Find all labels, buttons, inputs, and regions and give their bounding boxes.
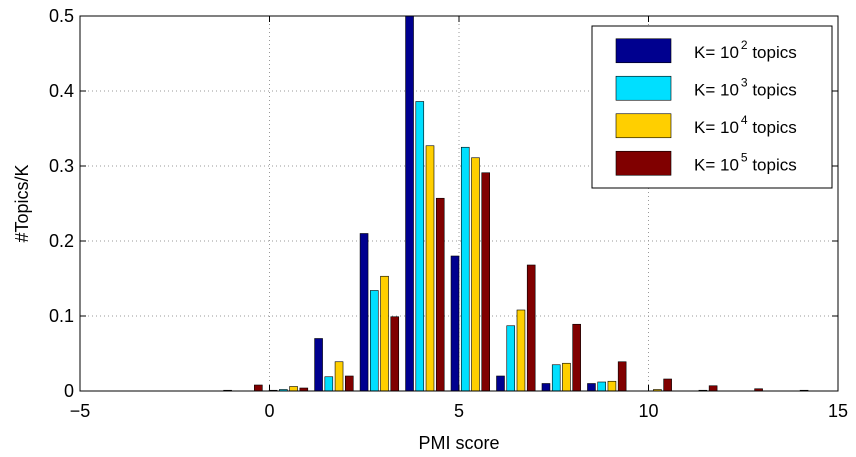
bar: [359, 233, 369, 392]
y-tick-label: 0.3: [49, 156, 74, 176]
legend-label-exponent: 5: [741, 150, 748, 164]
legend-label-suffix: topics: [748, 118, 797, 137]
legend-label-exponent: 2: [741, 38, 748, 52]
legend-label: K= 10 2 topics: [694, 38, 797, 62]
bar: [344, 375, 354, 392]
y-tick-label: 0.1: [49, 306, 74, 326]
bar: [496, 375, 505, 392]
x-tick-label: 10: [638, 401, 658, 421]
y-axis-label: #Topics/K: [12, 164, 32, 242]
bar: [481, 172, 490, 392]
x-tick-label: 0: [264, 401, 274, 421]
bar-group: [496, 264, 536, 392]
bar: [587, 383, 596, 392]
legend-swatch: [615, 38, 672, 64]
y-tick-label: 0.4: [49, 81, 74, 101]
bar: [324, 376, 334, 392]
bar-group: [359, 233, 400, 392]
bar: [435, 197, 445, 392]
legend-label-exponent: 4: [741, 113, 748, 127]
bar: [390, 316, 400, 392]
bar: [415, 101, 425, 392]
bar: [380, 275, 389, 392]
bar: [405, 15, 414, 392]
bar: [450, 255, 460, 392]
legend-label-exponent: 3: [741, 75, 748, 89]
bar: [562, 362, 571, 392]
bar: [254, 384, 263, 392]
bar: [607, 380, 617, 392]
bar: [471, 157, 480, 392]
x-tick-label: 15: [828, 401, 848, 421]
bar: [617, 361, 627, 392]
tick-marks: [79, 15, 839, 392]
bar: [541, 383, 551, 392]
legend-label: K= 10 5 topics: [694, 150, 797, 174]
bar: [551, 364, 561, 392]
bar: [289, 386, 298, 392]
y-tick-label: 0.2: [49, 231, 74, 251]
bar: [663, 378, 672, 392]
legend-swatch: [615, 113, 672, 139]
legend-label: K= 10 3 topics: [694, 75, 797, 99]
legend-label-base: K= 10: [694, 155, 739, 174]
legend-label-base: K= 10: [694, 43, 739, 62]
legend-label-base: K= 10: [694, 80, 739, 99]
y-tick-label: 0.5: [49, 6, 74, 26]
legend-label: K= 10 4 topics: [694, 113, 797, 137]
legend-entry: K= 10 3 topics: [615, 75, 797, 101]
bar: [572, 323, 581, 392]
bar: [506, 325, 516, 392]
bar: [425, 145, 435, 392]
x-tick-label: 5: [454, 401, 464, 421]
x-axis-label: PMI score: [418, 433, 499, 453]
x-tick-label: −5: [70, 401, 91, 421]
legend-label-suffix: topics: [748, 80, 797, 99]
bar: [708, 385, 718, 392]
bar: [370, 290, 379, 392]
legend-label-base: K= 10: [694, 118, 739, 137]
legend-swatch: [615, 150, 672, 176]
legend-entry: K= 10 5 topics: [615, 150, 797, 176]
bar: [597, 381, 606, 392]
y-tick-label: 0: [64, 381, 74, 401]
bar: [460, 146, 470, 392]
bar: [334, 361, 344, 392]
legend-swatch: [615, 75, 672, 101]
legend-entry: K= 10 4 topics: [615, 113, 797, 139]
bar: [314, 338, 323, 392]
bar: [516, 309, 526, 392]
legend-label-suffix: topics: [748, 155, 797, 174]
bar: [526, 264, 536, 392]
legend-entry: K= 10 2 topics: [615, 38, 797, 64]
legend-label-suffix: topics: [748, 43, 797, 62]
